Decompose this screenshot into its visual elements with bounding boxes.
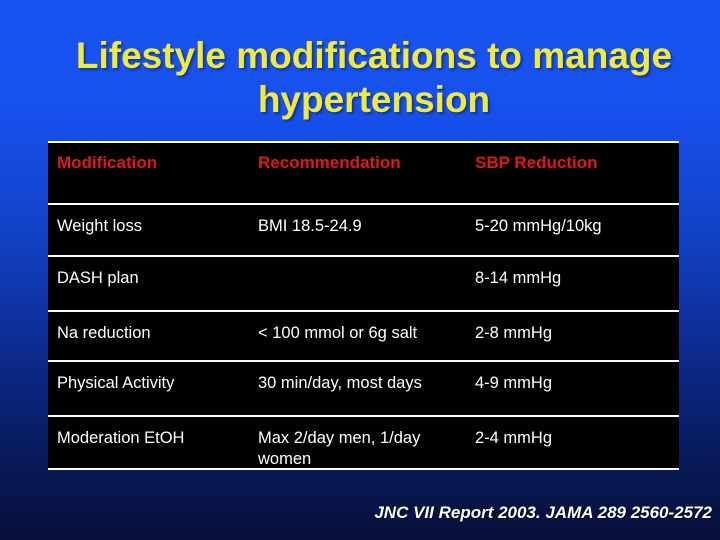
table-header-row: Modification Recommendation SBP Reductio… <box>48 143 679 205</box>
cell-sbp-reduction: 2-4 mmHg <box>475 429 553 447</box>
lifestyle-modifications-table: Modification Recommendation SBP Reductio… <box>48 141 679 470</box>
cell-sbp-reduction: 4-9 mmHg <box>475 374 553 392</box>
cell-modification: Physical Activity <box>57 374 175 392</box>
cell-sbp-reduction: 8-14 mmHg <box>475 269 562 287</box>
cell-modification: Moderation EtOH <box>57 429 185 447</box>
cell-recommendation: BMI 18.5-24.9 <box>258 217 362 235</box>
cell-recommendation: 30 min/day, most days <box>258 374 422 392</box>
table-row: DASH plan 8-14 mmHg <box>48 257 679 312</box>
cell-recommendation: < 100 mmol or 6g salt <box>258 324 418 342</box>
table-header-modification: Modification <box>57 153 158 172</box>
table-row: Moderation EtOH Max 2/day men, 1/day wom… <box>48 417 679 470</box>
slide-title-line2: hypertension <box>257 79 491 120</box>
table-row: Physical Activity 30 min/day, most days … <box>48 362 679 417</box>
cell-recommendation <box>258 257 475 268</box>
cell-recommendation: Max 2/day men, 1/day women <box>258 429 421 468</box>
cell-modification: Na reduction <box>57 324 151 342</box>
citation: JNC VII Report 2003. JAMA 289 2560-2572 <box>374 503 712 522</box>
cell-sbp-reduction: 5-20 mmHg/10kg <box>475 217 602 235</box>
cell-sbp-reduction: 2-8 mmHg <box>475 324 553 342</box>
slide-title: Lifestyle modifications to manage hypert… <box>48 34 700 122</box>
table-row: Weight loss BMI 18.5-24.9 5-20 mmHg/10kg <box>48 205 679 257</box>
table-header-sbp-reduction: SBP Reduction <box>475 153 598 172</box>
slide-title-line1: Lifestyle modifications to manage <box>75 35 673 76</box>
cell-modification: DASH plan <box>57 269 139 287</box>
table-header-recommendation: Recommendation <box>258 153 401 172</box>
cell-modification: Weight loss <box>57 217 142 235</box>
table-row: Na reduction < 100 mmol or 6g salt 2-8 m… <box>48 312 679 362</box>
